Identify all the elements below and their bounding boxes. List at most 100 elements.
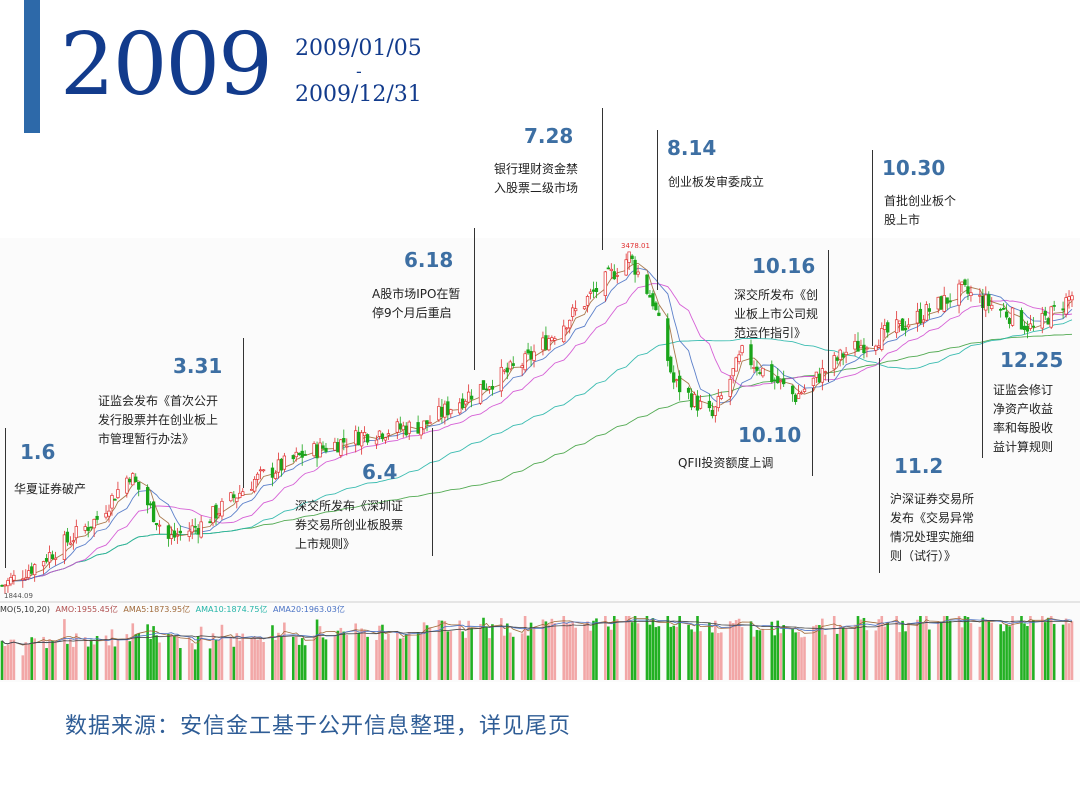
volume-bar (895, 616, 898, 680)
candle-body (1025, 325, 1030, 332)
candle-body (862, 344, 866, 354)
candle-body (318, 442, 322, 458)
volume-bar (939, 621, 943, 680)
annotation-line (879, 358, 880, 573)
candle-body (134, 476, 138, 483)
candle-body (9, 577, 13, 585)
volume-bar (482, 617, 485, 680)
volume-bar (86, 646, 90, 680)
candle-body (844, 351, 848, 355)
candle-body (190, 525, 194, 533)
annotation-text: 银行理财资金禁 入股票二级市场 (494, 160, 578, 198)
volume-bar (437, 620, 441, 680)
volume-bar (907, 622, 910, 680)
annotation-text: QFII投资额度上调 (678, 454, 773, 473)
volume-bar (544, 621, 548, 680)
volume-bar (54, 640, 57, 680)
volume-bar (818, 625, 821, 680)
volume-bar (321, 637, 325, 680)
volume-bar (396, 632, 399, 680)
candle-body (675, 379, 679, 381)
candle-body (698, 400, 703, 409)
candle-body (883, 325, 887, 330)
volume-bar (404, 634, 408, 680)
candle-body (1001, 307, 1006, 310)
volume-bar (152, 626, 155, 680)
volume-bar (877, 619, 881, 680)
candle-body (948, 300, 952, 303)
volume-bar (666, 616, 670, 680)
volume-bar (280, 635, 283, 680)
candle-body (657, 312, 661, 316)
candle-body (458, 402, 462, 414)
candle-body (811, 377, 816, 386)
volume-bar (51, 640, 54, 680)
volume-bar (193, 649, 197, 680)
annotation-text: 深交所发布《创 业板上市公司规 范运作指引》 (734, 286, 818, 343)
volume-bar (1008, 626, 1011, 680)
candle-body (377, 430, 382, 437)
volume-bar (678, 616, 681, 680)
candle-body (615, 275, 619, 277)
volume-bar (488, 638, 491, 680)
volume-bar (262, 641, 265, 680)
volume-bar (508, 632, 512, 680)
candle-body (419, 427, 423, 436)
volume-bar (987, 620, 991, 680)
candle-body (374, 439, 379, 445)
annotation-text-line: 深交所发布《深圳证 (295, 499, 404, 513)
volume-bar (315, 619, 319, 680)
candle-body (582, 306, 587, 310)
volume-bar (259, 638, 262, 680)
candle-body (719, 395, 723, 399)
volume-bar (612, 616, 616, 680)
candle-body (802, 388, 807, 392)
candle-body (960, 281, 964, 285)
volume-bar (366, 636, 369, 680)
candle-body (357, 431, 361, 446)
volume-bar (526, 635, 530, 680)
volume-bar (360, 628, 363, 680)
annotation-date: 11.2 (894, 454, 944, 478)
volume-bar (291, 636, 295, 680)
candle-body (731, 368, 735, 377)
candle-body (877, 345, 881, 348)
candle-body (1043, 310, 1047, 316)
annotation-date: 10.10 (738, 423, 802, 447)
candle-body (220, 500, 224, 517)
candle-body (41, 561, 46, 567)
candle-body (1022, 325, 1027, 331)
volume-bar (752, 636, 756, 680)
annotation-text-line: 率和每股收 (993, 421, 1054, 435)
candle-body (383, 437, 388, 441)
volume-bar (853, 624, 857, 680)
volume-bar (283, 622, 286, 680)
candle-body (758, 372, 762, 374)
volume-bar (630, 622, 634, 680)
candle-body (710, 409, 715, 417)
candle-body (339, 439, 343, 456)
volume-bar (303, 645, 307, 680)
volume-bar (583, 623, 586, 680)
candle-body (104, 512, 108, 518)
volume-bar (253, 636, 256, 680)
candle-body (1052, 305, 1056, 307)
annotation-line (5, 428, 6, 568)
volume-bar (0, 640, 4, 680)
candle-body (401, 425, 405, 431)
candle-body (707, 400, 712, 409)
candle-body (666, 318, 670, 361)
annotation-text-line: 证监会修订 (993, 383, 1054, 397)
candle-body (499, 366, 503, 392)
candle-body (790, 385, 795, 395)
candle-body (137, 481, 141, 490)
volume-bar (190, 643, 194, 680)
volume-bar (1043, 622, 1047, 680)
candle-body (125, 477, 129, 494)
volume-bar (381, 624, 384, 680)
annotation-text-line: 券交易所创业板股票 (295, 518, 404, 532)
volume-bar (83, 637, 87, 680)
candle-body (529, 350, 533, 360)
candle-body (440, 406, 444, 417)
candle-body (936, 296, 940, 310)
